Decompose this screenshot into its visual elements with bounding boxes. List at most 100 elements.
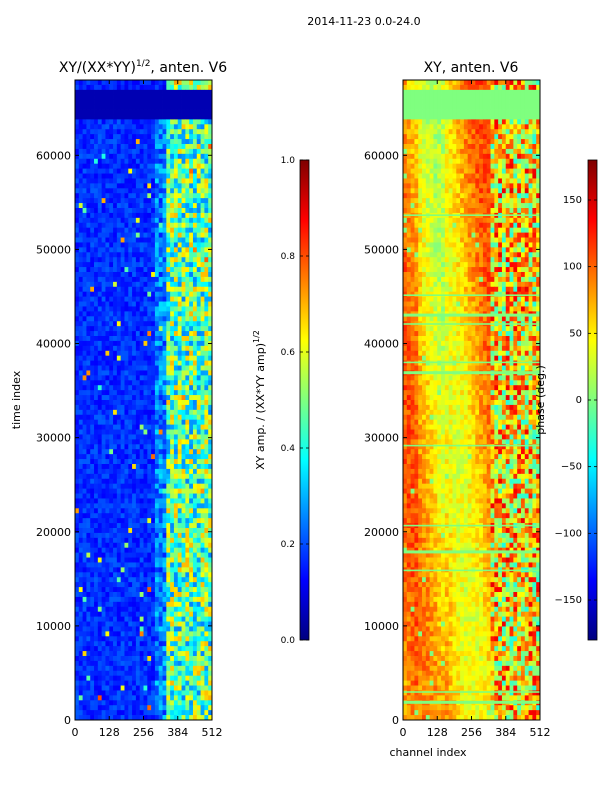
heatmap-cell (132, 213, 136, 218)
heatmap-cell (124, 208, 128, 213)
heatmap-cell (121, 356, 125, 361)
heatmap-cell (121, 267, 125, 272)
heatmap-cell (193, 233, 197, 238)
heatmap-cell (182, 430, 186, 435)
heatmap-cell (113, 434, 117, 439)
heatmap-cell (140, 626, 144, 631)
heatmap-cell (128, 110, 132, 115)
heatmap-cell (128, 513, 132, 518)
heatmap-cell (132, 439, 136, 444)
heatmap-cell (136, 119, 140, 124)
heatmap-cell (163, 577, 167, 582)
heatmap-cell (98, 178, 102, 183)
heatmap-cell (155, 666, 159, 671)
heatmap-cell (178, 449, 182, 454)
heatmap-cell (132, 242, 136, 247)
heatmap-cell (128, 405, 132, 410)
heatmap-cell (170, 666, 174, 671)
heatmap-cell (124, 508, 128, 513)
heatmap-cell (90, 676, 94, 681)
heatmap-cell (94, 193, 98, 198)
heatmap-cell (90, 636, 94, 641)
heatmap-cell (124, 297, 128, 302)
heatmap-cell (83, 262, 87, 267)
heatmap-cell (170, 272, 174, 277)
heatmap-cell (166, 548, 170, 553)
heatmap-cell (193, 110, 197, 115)
heatmap-cell (178, 159, 182, 164)
heatmap-cell (147, 316, 151, 321)
heatmap-cell (109, 695, 113, 700)
heatmap-cell (155, 538, 159, 543)
heatmap-cell (166, 508, 170, 513)
heatmap-cell (102, 257, 106, 262)
heatmap-cell (189, 489, 193, 494)
heatmap-cell (86, 80, 90, 85)
heatmap-cell (182, 415, 186, 420)
heatmap-cell (124, 410, 128, 415)
heatmap-cell (159, 444, 163, 449)
heatmap-cell (193, 149, 197, 154)
heatmap-cell (140, 587, 144, 592)
heatmap-cell (147, 366, 151, 371)
heatmap-cell (105, 105, 109, 110)
heatmap-cell (140, 503, 144, 508)
heatmap-cell (132, 602, 136, 607)
heatmap-cell (75, 218, 79, 223)
heatmap-cell (201, 95, 205, 100)
heatmap-cell (98, 503, 102, 508)
heatmap-cell (132, 238, 136, 243)
heatmap-cell (159, 395, 163, 400)
heatmap-cell (151, 395, 155, 400)
heatmap-cell (113, 233, 117, 238)
heatmap-cell (128, 247, 132, 252)
heatmap-cell (159, 434, 163, 439)
heatmap-cell (201, 218, 205, 223)
heatmap-cell (159, 306, 163, 311)
heatmap-cell (163, 518, 167, 523)
heatmap-cell (128, 494, 132, 499)
heatmap-cell (147, 592, 151, 597)
heatmap-cell (109, 218, 113, 223)
heatmap-cell (197, 508, 201, 513)
heatmap-cell (166, 203, 170, 208)
heatmap-cell (94, 558, 98, 563)
heatmap-cell (90, 690, 94, 695)
heatmap-cell (174, 149, 178, 154)
heatmap-cell (113, 607, 117, 612)
heatmap-cell (204, 297, 208, 302)
heatmap-cell (140, 390, 144, 395)
heatmap-cell (109, 607, 113, 612)
heatmap-cell (178, 612, 182, 617)
heatmap-cell (201, 90, 205, 95)
heatmap-cell (189, 528, 193, 533)
heatmap-cell (163, 336, 167, 341)
heatmap-cell (185, 272, 189, 277)
heatmap-cell (83, 518, 87, 523)
heatmap-cell (102, 651, 106, 656)
heatmap-cell (197, 198, 201, 203)
heatmap-cell (147, 666, 151, 671)
heatmap-cell (159, 174, 163, 179)
heatmap-cell (151, 612, 155, 617)
heatmap-cell (136, 671, 140, 676)
heatmap-cell (204, 247, 208, 252)
heatmap-cell (159, 356, 163, 361)
heatmap-cell (166, 306, 170, 311)
heatmap-cell (113, 297, 117, 302)
heatmap-cell (136, 188, 140, 193)
heatmap-cell (102, 400, 106, 405)
heatmap-cell (178, 129, 182, 134)
heatmap-cell (128, 538, 132, 543)
heatmap-cell (140, 572, 144, 577)
heatmap-cell (132, 375, 136, 380)
heatmap-cell (182, 528, 186, 533)
heatmap-cell (94, 159, 98, 164)
heatmap-cell (159, 242, 163, 247)
heatmap-cell (102, 139, 106, 144)
heatmap-cell (75, 641, 79, 646)
heatmap-cell (204, 331, 208, 336)
heatmap-cell (136, 282, 140, 287)
heatmap-cell (147, 622, 151, 627)
heatmap-cell (90, 257, 94, 262)
